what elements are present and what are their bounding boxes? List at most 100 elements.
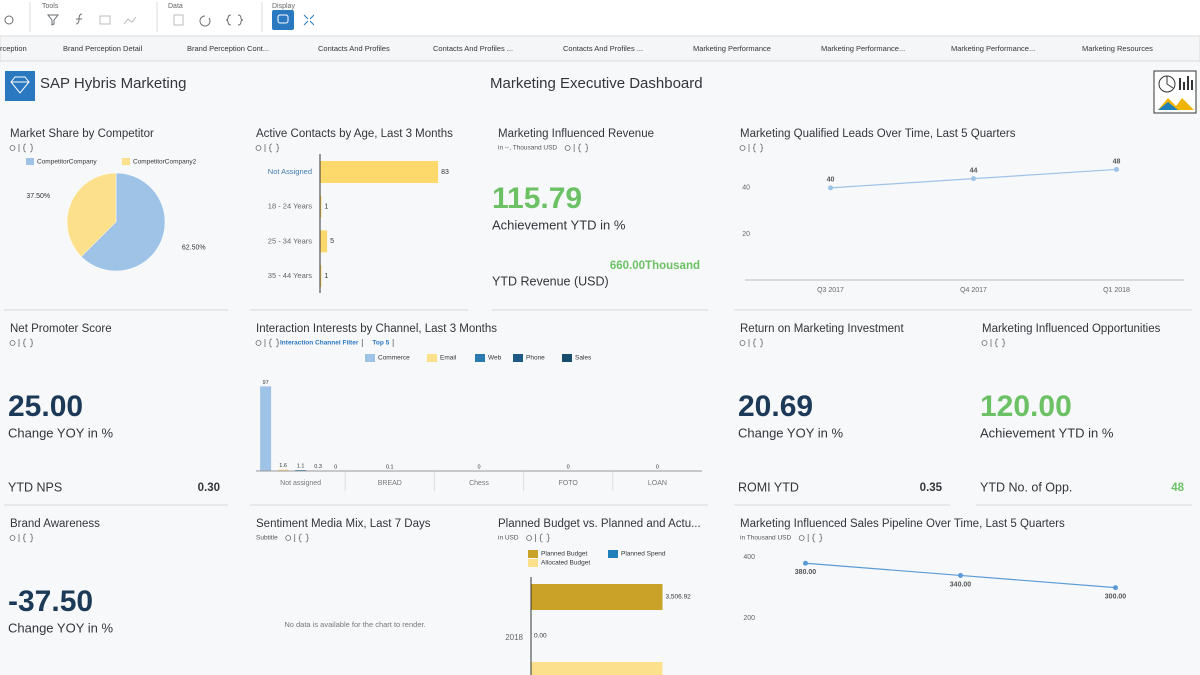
category-label: 35 - 44 Years bbox=[268, 271, 312, 280]
tab[interactable]: Contacts And Profiles ... bbox=[563, 44, 643, 53]
bar-value-label: 0 bbox=[656, 464, 659, 470]
bar-value-label: 83 bbox=[441, 169, 449, 176]
refresh-icon[interactable] bbox=[199, 15, 211, 27]
line-point bbox=[828, 185, 833, 191]
tile-icon bbox=[526, 535, 532, 541]
kpi-label: Change YOY in % bbox=[738, 425, 843, 440]
tile-title: Marketing Influenced Revenue bbox=[498, 128, 654, 140]
bar-value-label: 5 bbox=[330, 238, 334, 245]
tile-icon bbox=[578, 143, 589, 153]
legend-swatch bbox=[513, 354, 523, 362]
bar bbox=[531, 662, 663, 675]
tile-icon bbox=[739, 340, 746, 346]
tile-icons bbox=[255, 143, 280, 153]
tile-title: Marketing Influenced Sales Pipeline Over… bbox=[740, 518, 1065, 530]
bar-value-label: 0 bbox=[334, 464, 337, 470]
tile-title: Marketing Influenced Opportunities bbox=[982, 323, 1161, 335]
bar-value-label: 0.3 bbox=[314, 464, 322, 470]
tab[interactable]: Brand Perception Detail bbox=[63, 44, 143, 53]
tile-icon bbox=[255, 145, 262, 151]
tile-icon bbox=[9, 145, 16, 151]
toolbar bbox=[0, 0, 1200, 36]
tile-icon bbox=[812, 533, 823, 543]
tile-filter[interactable]: Interaction Channel Filter bbox=[280, 340, 359, 347]
tab[interactable]: Contacts And Profiles bbox=[318, 44, 390, 53]
formula-icon[interactable] bbox=[75, 13, 83, 25]
bar bbox=[277, 469, 289, 471]
line-point bbox=[803, 560, 808, 566]
bar-value-label: 1 bbox=[324, 273, 328, 280]
legend-swatch bbox=[122, 158, 130, 165]
legend-label: Web bbox=[488, 355, 502, 362]
filter-icon[interactable] bbox=[46, 14, 60, 26]
tile-icons bbox=[526, 533, 550, 543]
header-illustration bbox=[1153, 70, 1197, 114]
display-icon bbox=[277, 14, 289, 24]
legend-swatch bbox=[365, 354, 375, 362]
tile-icon bbox=[539, 533, 550, 543]
script-icon[interactable] bbox=[225, 14, 244, 26]
tile-icon bbox=[9, 535, 16, 541]
tile-icon bbox=[994, 338, 1006, 348]
toolbar-group-label: Data bbox=[168, 3, 183, 10]
tile-title: Marketing Qualified Leads Over Time, Las… bbox=[740, 128, 1016, 140]
toolbar-group-label: Tools bbox=[42, 3, 59, 10]
legend-swatch bbox=[528, 559, 538, 567]
icon[interactable] bbox=[99, 15, 111, 25]
bar-value-label: 97 bbox=[263, 380, 269, 386]
tab[interactable]: Contacts And Profiles ... bbox=[433, 44, 513, 53]
tile-icon bbox=[22, 143, 34, 153]
icon[interactable] bbox=[123, 16, 137, 25]
bar bbox=[320, 265, 322, 288]
tile-icon bbox=[752, 143, 764, 153]
icon[interactable] bbox=[173, 14, 184, 26]
fullscreen-icon[interactable] bbox=[303, 14, 315, 26]
tile-icons bbox=[798, 533, 823, 543]
legend-swatch bbox=[475, 354, 485, 362]
kpi-value: 20.69 bbox=[738, 390, 813, 423]
point-label: 340.00 bbox=[950, 581, 972, 588]
line-point bbox=[1113, 585, 1118, 591]
tab[interactable]: rception bbox=[0, 44, 27, 53]
kpi-footer-label: ROMI YTD bbox=[738, 480, 799, 494]
category-label: 18 - 24 Years bbox=[268, 202, 312, 211]
tile-icons bbox=[739, 338, 764, 348]
tab[interactable]: Marketing Performance bbox=[693, 44, 771, 53]
bar bbox=[320, 230, 328, 253]
legend-label: Email bbox=[440, 355, 457, 362]
kpi-footer-value: 660.00Thousand bbox=[610, 260, 700, 272]
x-tick-label: Q3 2017 bbox=[817, 287, 844, 294]
tile-title: Return on Marketing Investment bbox=[740, 323, 904, 335]
tile-filter[interactable]: Top 5 bbox=[372, 340, 389, 347]
tab[interactable]: Brand Perception Cont... bbox=[187, 44, 269, 53]
display-button[interactable] bbox=[272, 10, 294, 30]
tile-icon bbox=[22, 338, 34, 348]
tab[interactable]: Marketing Resources bbox=[1082, 44, 1153, 53]
toolbar-icons bbox=[4, 13, 244, 27]
kpi-value: 115.79 bbox=[492, 182, 582, 215]
tile-icon bbox=[22, 533, 34, 543]
legend-label: Phone bbox=[526, 355, 545, 362]
category-label: 2018 bbox=[505, 633, 523, 642]
tile-icon bbox=[564, 145, 571, 151]
x-tick-label: Q1 2018 bbox=[1103, 287, 1130, 294]
bar bbox=[260, 386, 272, 471]
y-tick-label: 400 bbox=[743, 554, 755, 561]
legend-swatch bbox=[608, 550, 618, 558]
point-label: 40 bbox=[827, 177, 835, 184]
kpi-value: 25.00 bbox=[8, 390, 83, 423]
tab[interactable]: Marketing Performance... bbox=[821, 44, 905, 53]
tile-icons bbox=[564, 143, 589, 153]
x-tick-label: LOAN bbox=[648, 480, 667, 487]
undo-icon[interactable] bbox=[4, 15, 14, 25]
tile-title: Brand Awareness bbox=[10, 518, 100, 530]
bar-value-label: 0 bbox=[477, 464, 480, 470]
bar-value-label: 1 bbox=[324, 204, 328, 211]
tile-icon bbox=[981, 340, 988, 346]
tab[interactable]: Marketing Performance... bbox=[951, 44, 1035, 53]
legend-label: Sales bbox=[575, 355, 592, 362]
line-point bbox=[958, 572, 963, 578]
kpi-label: Achievement YTD in % bbox=[980, 425, 1114, 440]
bar bbox=[320, 161, 439, 183]
pie-slice bbox=[80, 172, 166, 272]
